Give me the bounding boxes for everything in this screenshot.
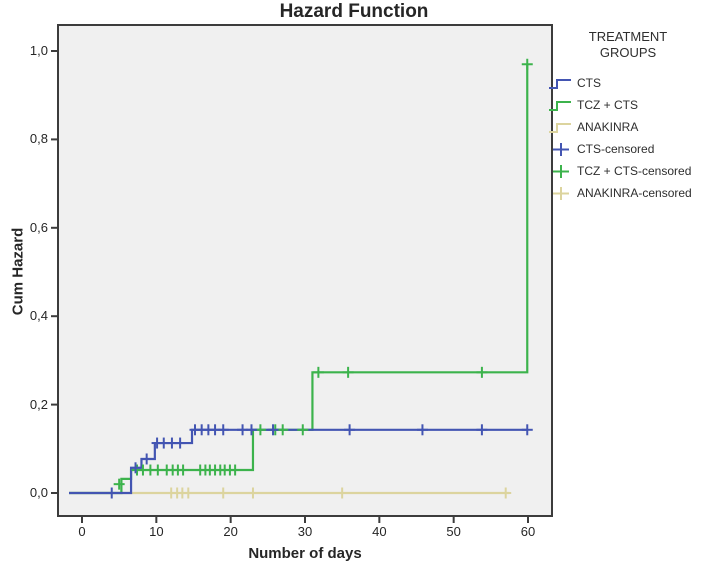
y-tick-label: 0,8 (29, 131, 48, 147)
step-line-icon (549, 78, 571, 89)
legend-entry-label: TCZ + CTS (577, 98, 639, 113)
y-tick-label: 1,0 (29, 43, 48, 58)
x-tick-label: 20 (223, 524, 238, 539)
x-tick-label: 40 (372, 524, 387, 539)
censored-plus-icon (553, 142, 569, 156)
plot-area (57, 24, 553, 517)
y-tick-label: 0,6 (29, 219, 48, 235)
legend-entry-tcz-cts: TCZ + CTS (549, 94, 707, 116)
chart-title: Hazard Function (279, 1, 429, 22)
legend: TREATMENT GROUPS CTS TCZ + CTS ANAKINRA CTS… (549, 29, 707, 204)
y-axis-title: Cum Hazard (9, 227, 27, 316)
legend-entry-label: ANAKINRA (577, 120, 639, 135)
legend-entries: CTS TCZ + CTS ANAKINRA CTS-censored TCZ + CT… (549, 72, 707, 204)
legend-entry-label: TCZ + CTS-censored (577, 164, 692, 179)
legend-entry-anakinra: ANAKINRA (549, 116, 707, 138)
legend-title: TREATMENT GROUPS (588, 29, 668, 60)
x-tick-label: 0 (78, 524, 86, 539)
x-axis-title: Number of days (248, 545, 362, 562)
x-tick-label: 60 (520, 524, 536, 539)
legend-entry-anakinra-censored: ANAKINRA-censored (549, 182, 707, 204)
y-tick-label: 0,4 (29, 308, 48, 324)
censored-plus-icon (553, 186, 569, 200)
series-censored-marks-anakinra (165, 487, 512, 499)
legend-entry-label: CTS (577, 76, 601, 91)
y-tick-label: 0,2 (29, 396, 48, 412)
step-line-icon (549, 122, 571, 133)
censored-plus-icon (553, 164, 569, 178)
x-tick-label: 10 (149, 524, 164, 539)
legend-entry-cts-censored: CTS-censored (549, 138, 707, 160)
legend-entry-cts: CTS (549, 72, 707, 94)
step-line-icon (549, 100, 571, 111)
legend-entry-tcz-cts-censored: TCZ + CTS-censored (549, 160, 707, 182)
legend-entry-label: ANAKINRA-censored (577, 186, 692, 201)
legend-entry-label: CTS-censored (577, 142, 655, 157)
x-tick-label: 50 (446, 524, 461, 539)
series-censored-marks-cts (106, 424, 533, 499)
y-tick-label: 0,0 (29, 485, 48, 500)
x-tick-label: 30 (297, 524, 313, 539)
